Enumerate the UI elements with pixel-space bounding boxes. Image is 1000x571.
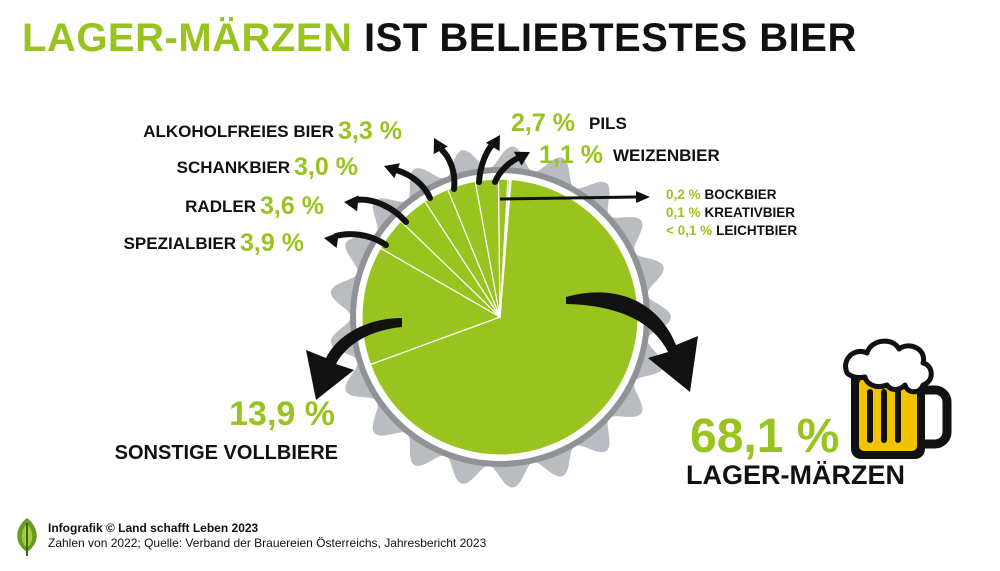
arrow-schankbier-line <box>393 167 433 201</box>
data-label-bockbier: 0,2 % BOCKBIER <box>666 187 777 202</box>
data-label-leichtbier: < 0,1 % LEICHTBIER <box>666 223 797 238</box>
beer-mug-icon <box>843 338 952 459</box>
title-rest: IST BELIEBTESTES BIER <box>364 16 857 60</box>
pie-slice-0 <box>369 178 639 456</box>
arrow-lager <box>566 292 698 392</box>
arrow-sonstige <box>306 318 402 400</box>
title-highlight: LAGER-MÄRZEN <box>22 16 353 60</box>
footer-credit: Infografik © Land schafft Leben 2023 <box>48 521 259 535</box>
data-label-sonstige-name: SONSTIGE VOLLBIERE <box>115 442 338 464</box>
data-label-schankbier-value: 3,0 % <box>294 153 358 181</box>
data-label-lager-value: 68,1 % <box>690 410 839 463</box>
data-label-kreativbier: 0,1 % KREATIVBIER <box>666 205 795 220</box>
arrow-small-head <box>636 191 650 203</box>
slice-label-lager: 68,1 % LAGER-MÄRZEN <box>686 410 905 490</box>
label-arrows <box>306 135 698 400</box>
arrow-pils-line <box>476 142 495 185</box>
slice-label-pils: 2,7 % PILS <box>511 109 627 137</box>
page-title: LAGER-MÄRZEN IST BELIEBTESTES BIER <box>22 16 857 60</box>
slice-label-radler: RADLER 3,6 % <box>185 192 324 220</box>
leaf-logo-icon <box>17 518 37 556</box>
pie-slice-1 <box>361 247 502 366</box>
arrow-small-line <box>499 195 637 201</box>
footer: Infografik © Land schafft Leben 2023 Zah… <box>48 521 486 551</box>
slice-label-schankbier: SCHANKBIER 3,0 % <box>177 153 358 181</box>
arrow-weizen-line <box>492 155 521 185</box>
arrow-spezialbier-head <box>324 232 339 248</box>
pie-slice-10 <box>499 178 512 318</box>
data-label-lager-name: LAGER-MÄRZEN <box>686 460 905 490</box>
data-label-weizenbier-value: 1,1 % <box>539 141 603 169</box>
arrow-alkoholfrei-line <box>439 147 458 192</box>
data-label-alkoholfrei-name: ALKOHOLFREIES BIER <box>143 122 334 141</box>
data-label-spezialbier-name: SPEZIALBIER <box>124 234 236 253</box>
data-label-pils-value: 2,7 % <box>511 109 575 137</box>
data-label-schankbier-name: SCHANKBIER <box>177 158 290 177</box>
pie-slices <box>361 178 639 456</box>
arrow-spezialbier-line <box>333 231 389 248</box>
slice-label-weizenbier: 1,1 % WEIZENBIER <box>539 141 720 169</box>
data-label-sonstige-value: 13,9 % <box>229 395 335 433</box>
arrow-radler-line <box>353 196 409 225</box>
data-label-pils-name: PILS <box>589 114 627 133</box>
data-label-radler-name: RADLER <box>185 197 256 216</box>
data-label-weizenbier-name: WEIZENBIER <box>613 146 720 165</box>
slice-label-sonstige: 13,9 % SONSTIGE VOLLBIERE <box>115 395 338 464</box>
data-label-alkoholfrei-value: 3,3 % <box>338 117 402 145</box>
slice-label-spezialbier: SPEZIALBIER 3,9 % <box>124 229 304 257</box>
data-label-radler-value: 3,6 % <box>260 192 324 220</box>
data-label-spezialbier-value: 3,9 % <box>240 229 304 257</box>
footer-source: Zahlen von 2022; Quelle: Verband der Bra… <box>48 536 487 550</box>
arrow-pils-head <box>485 135 500 152</box>
slice-label-small: 0,2 % BOCKBIER 0,1 % KREATIVBIER < 0,1 % LE… <box>666 187 797 238</box>
slice-label-alkoholfrei: ALKOHOLFREIES BIER 3,3 % <box>143 117 402 145</box>
arrow-alkoholfrei-head <box>433 138 448 155</box>
arrow-schankbier-head <box>384 163 400 179</box>
arrow-weizen-head <box>513 151 530 166</box>
arrow-radler-head <box>344 195 359 212</box>
